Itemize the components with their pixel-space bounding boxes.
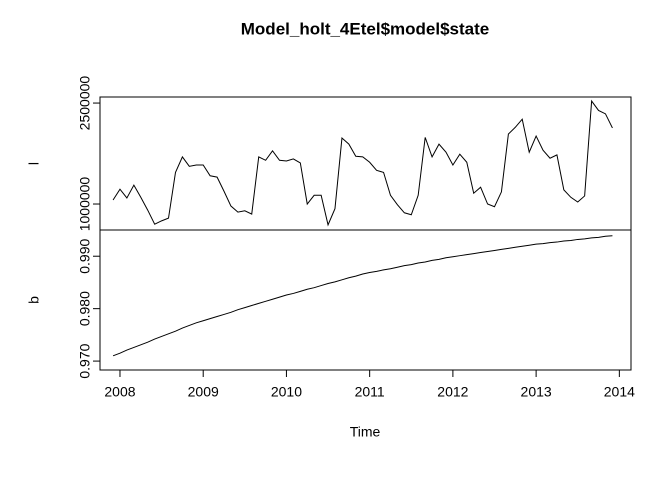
y-tick-label: 0.980: [77, 291, 93, 326]
y-axis-label: l: [26, 162, 42, 165]
series-line: [112, 99, 613, 227]
panel-frame: [99, 229, 632, 371]
x-tick-label: 2009: [188, 384, 219, 400]
y-tick-label: 2500000: [77, 76, 93, 131]
y-tick-label: 0.970: [77, 343, 93, 378]
y-tick-label: 0.990: [77, 238, 93, 273]
x-tick-label: 2011: [355, 384, 385, 400]
y-tick-label: 1000000: [77, 177, 93, 232]
x-tick-label: 2008: [104, 384, 135, 400]
x-tick-label: 2014: [604, 384, 635, 400]
x-tick-label: 2013: [521, 384, 552, 400]
x-tick-label: 2010: [271, 384, 302, 400]
y-axis-label: b: [26, 296, 42, 304]
chart-title: Model_holt_4Etel$model$state: [241, 19, 489, 38]
x-axis-label: Time: [350, 424, 381, 440]
series-line: [112, 235, 613, 357]
x-tick-label: 2012: [437, 384, 468, 400]
